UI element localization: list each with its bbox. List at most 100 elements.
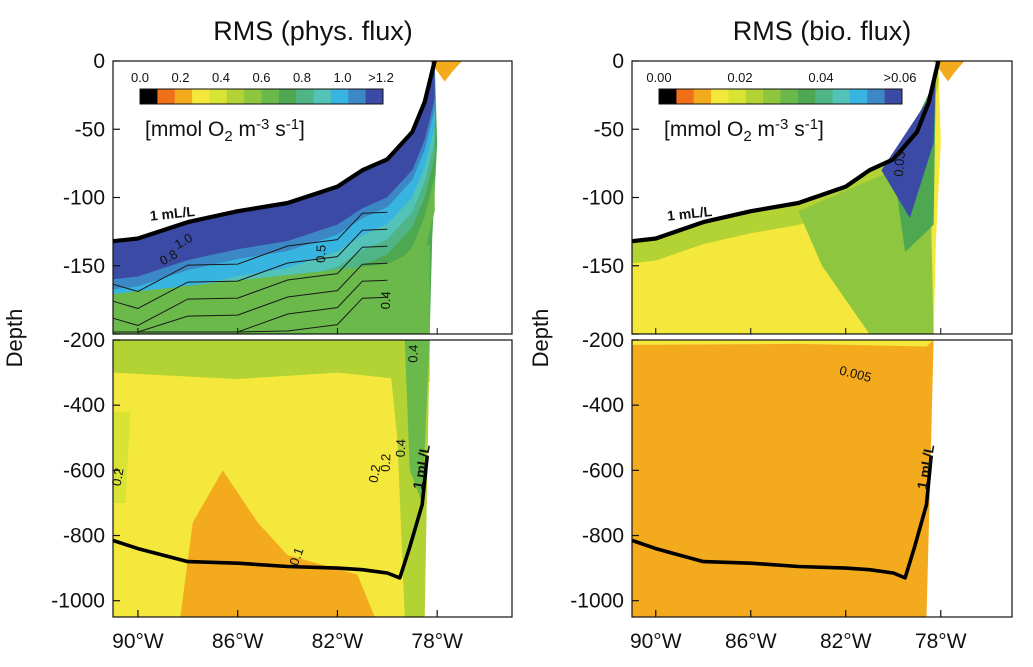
oxycline-label-upper: 1 mL/L [666, 203, 713, 224]
colorbar-tick-label: 0.8 [293, 70, 311, 85]
field-band [113, 244, 430, 334]
y-tick-label: -800 [582, 525, 624, 548]
chart-title: RMS (phys. flux) [213, 16, 413, 46]
colorbar-swatch [659, 89, 677, 104]
colorbar-frame [658, 88, 903, 105]
field-band [113, 411, 131, 503]
colorbar-swatch [832, 89, 851, 104]
oxycline-label-lower: 1 mL/L [409, 443, 433, 491]
x-tick-label: 82°W [820, 630, 872, 653]
contour-label: 0.4 [378, 291, 394, 310]
contour-line [112, 228, 388, 310]
colorbar-tick-label: 1.0 [333, 70, 351, 85]
colorbar-tick-label: 0.00 [646, 70, 671, 85]
oxycline-label-upper: 1 mL/L [149, 203, 196, 224]
colorbar-swatch [278, 89, 297, 104]
oxycline-lower [112, 455, 429, 580]
field-band [632, 61, 939, 264]
colorbar-swatch [226, 89, 245, 104]
contour-label: 0.2 [366, 464, 384, 484]
x-tick-label: 78°W [411, 630, 463, 653]
lower-field [632, 340, 934, 617]
field-band [113, 61, 435, 280]
colorbar-swatch [867, 89, 886, 104]
x-tick-label: 78°W [915, 630, 967, 653]
field-band [632, 340, 934, 347]
y-tick-label: -100 [582, 187, 624, 210]
colorbar-swatch [797, 89, 816, 104]
chart-panel-phys: 1 mL/L1 mL/L0.81.00.50.40.40.20.20.40.20… [2, 16, 513, 653]
colorbar-unit-label: [mmol O2 m-3 s-1] [145, 116, 305, 144]
contour-label: 0.5 [313, 245, 329, 264]
colorbar-swatch [711, 89, 729, 104]
y-axis-label: Depth [528, 309, 553, 368]
upper-field [112, 61, 463, 334]
x-tick-label: 86°W [725, 630, 777, 653]
contour-line [112, 245, 388, 327]
colorbar-tick-label: 0.6 [252, 70, 270, 85]
x-tick-label: 90°W [112, 630, 164, 653]
x-tick-label: 86°W [212, 630, 264, 653]
y-tick-label: -1000 [51, 590, 105, 613]
y-tick-label: -50 [75, 118, 105, 141]
colorbar-tick-label: 0.04 [808, 70, 833, 85]
contour-label: 0.1 [286, 545, 306, 567]
colorbar-swatch [693, 89, 712, 104]
colorbar-swatch [348, 89, 367, 104]
contour-line [113, 262, 388, 333]
colorbar-tick-label: >1.2 [368, 70, 394, 85]
colorbar-tick-label: 0.4 [212, 70, 230, 85]
colorbar: 0.0 0.2 0.4 0.6 0.8 1.0 >1.2 [mmol O2 m-3 s-1] [131, 70, 394, 145]
oxycline-upper [631, 60, 941, 244]
colorbar-tick-label: 0.02 [727, 70, 752, 85]
y-tick-label: -150 [63, 255, 105, 278]
contour-label: 0.2 [109, 467, 127, 487]
y-tick-label: -100 [63, 187, 105, 210]
y-axis-label: Depth [2, 309, 27, 368]
colorbar-tick-label: 0.0 [131, 70, 149, 85]
colorbar-swatch [728, 89, 747, 104]
colorbar-swatch [745, 89, 764, 104]
chart-title: RMS (bio. flux) [733, 16, 912, 46]
colorbar-swatch [815, 89, 833, 104]
colorbar-tick-label: >0.06 [884, 70, 917, 85]
colorbar-swatch [365, 89, 384, 104]
colorbar-swatch [157, 89, 176, 104]
colorbar-frame [139, 88, 384, 105]
colorbar-swatch [884, 89, 903, 104]
oxycline-lower [631, 455, 933, 580]
y-tick-label: -1000 [570, 590, 624, 613]
field-band [113, 340, 430, 383]
colorbar: 0.00 0.02 0.04 >0.06 [mmol O2 m-3 s-1] [646, 70, 916, 145]
y-tick-label: -200 [582, 329, 624, 352]
field-band [180, 470, 375, 617]
oxycline-label-lower: 1 mL/L [914, 443, 938, 491]
field-band [404, 340, 430, 503]
colorbar-swatch [780, 89, 799, 104]
colorbar-swatch [849, 89, 868, 104]
colorbar-swatch [330, 89, 349, 104]
lower-axes-frame [112, 339, 513, 618]
colorbar-swatch [140, 89, 158, 104]
colorbar-swatch [244, 89, 262, 104]
contour-label: 0.2 [378, 453, 394, 472]
contour-line [113, 296, 388, 333]
colorbar-swatch [676, 89, 695, 104]
colorbar-swatch [209, 89, 228, 104]
y-tick-label: -400 [582, 394, 624, 417]
colorbar-swatch [313, 89, 332, 104]
contour-label: 0.03 [891, 151, 908, 178]
y-tick-label: 0 [612, 50, 624, 73]
y-tick-label: -150 [582, 255, 624, 278]
contour-line [112, 211, 388, 293]
y-tick-label: -600 [63, 459, 105, 482]
y-tick-label: -400 [63, 394, 105, 417]
contour-label: 0.4 [405, 344, 421, 363]
y-tick-label: -50 [594, 118, 624, 141]
x-tick-label: 90°W [630, 630, 682, 653]
y-tick-label: -600 [582, 459, 624, 482]
colorbar-swatch [261, 89, 280, 104]
